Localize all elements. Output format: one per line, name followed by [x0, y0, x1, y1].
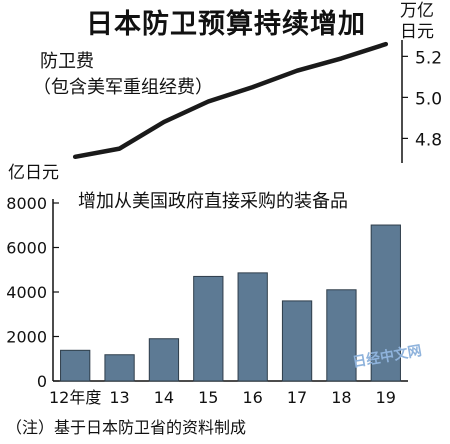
line-y-tick-label: 5.2 — [415, 48, 442, 68]
x-tick-label: 15 — [198, 388, 218, 407]
x-tick-label: 17 — [287, 388, 307, 407]
line-series-label: 防卫费 — [40, 51, 94, 72]
x-tick-label: 18 — [331, 388, 351, 407]
bar-y-unit-label: 亿日元 — [8, 163, 59, 183]
bar-y-tick-label: 8000 — [6, 194, 47, 213]
bar-y-tick-label: 4000 — [6, 283, 47, 302]
bar-7 — [326, 289, 357, 382]
bar-5 — [237, 272, 268, 382]
chart-title: 日本防卫预算持续增加 — [86, 9, 366, 40]
bar-chart-subtitle: 增加从美国政府直接采购的装备品 — [78, 191, 348, 212]
line-y-tick-label: 4.8 — [415, 130, 442, 150]
line-y-tick-label: 5.0 — [415, 89, 442, 109]
bar-1 — [60, 349, 91, 382]
bar-6 — [281, 300, 313, 382]
bar-3 — [148, 338, 180, 382]
line-y-unit-label-2: 日元 — [400, 22, 434, 42]
bar-2 — [104, 354, 135, 382]
x-tick-label: 12年度 — [49, 388, 101, 407]
bar-y-tick-label: 6000 — [6, 239, 47, 258]
source-note: （注）基于日本防卫省的资料制成 — [6, 418, 247, 437]
x-tick-label: 14 — [154, 388, 174, 407]
x-tick-label: 19 — [376, 388, 396, 407]
line-series-sublabel: （包含美军重组经费） — [33, 77, 213, 98]
x-tick-label: 16 — [243, 388, 263, 407]
bar-8 — [370, 224, 401, 382]
bar-y-tick-label: 2000 — [6, 328, 47, 347]
line-y-unit-label-1: 万亿 — [400, 1, 434, 21]
x-tick-label: 13 — [109, 388, 129, 407]
bar-y-tick-label: 0 — [37, 372, 47, 391]
defense-budget-line — [72, 41, 389, 160]
bar-4 — [193, 275, 224, 382]
